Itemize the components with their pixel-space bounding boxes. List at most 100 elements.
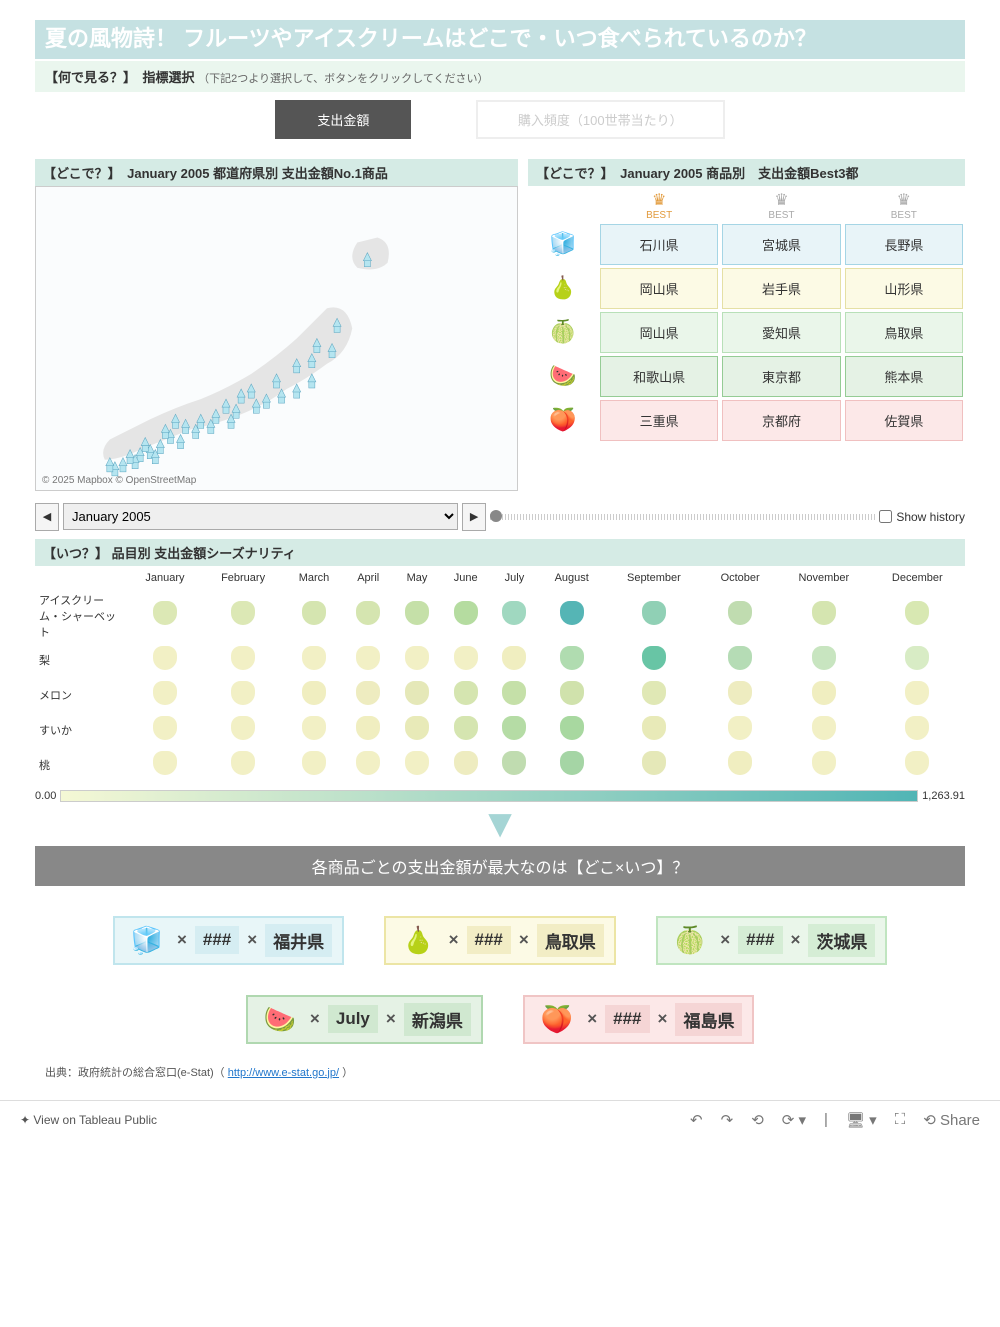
answer-card[interactable]: 🍈 ×### ×茨城県: [656, 916, 888, 965]
time-slider[interactable]: [490, 514, 875, 520]
season-cell[interactable]: [560, 646, 584, 670]
slider-knob[interactable]: [490, 510, 502, 522]
season-cell[interactable]: [560, 716, 584, 740]
undo-icon[interactable]: ↶: [690, 1111, 703, 1129]
season-cell[interactable]: [728, 646, 752, 670]
season-cell[interactable]: [356, 751, 380, 775]
prefecture-cell[interactable]: 山形県: [845, 268, 963, 309]
season-cell[interactable]: [905, 601, 929, 625]
redo-icon[interactable]: ↷: [721, 1111, 734, 1129]
season-cell[interactable]: [905, 716, 929, 740]
season-cell[interactable]: [560, 601, 584, 625]
season-cell[interactable]: [905, 681, 929, 705]
season-cell[interactable]: [356, 716, 380, 740]
season-cell[interactable]: [356, 681, 380, 705]
season-cell[interactable]: [405, 646, 429, 670]
prefecture-cell[interactable]: 愛知県: [722, 312, 840, 353]
season-cell[interactable]: [502, 646, 526, 670]
refresh-icon[interactable]: ⟳ ▾: [782, 1111, 806, 1129]
season-cell[interactable]: [728, 751, 752, 775]
season-cell[interactable]: [153, 681, 177, 705]
season-cell[interactable]: [405, 751, 429, 775]
prefecture-cell[interactable]: 岡山県: [600, 268, 718, 309]
season-cell[interactable]: [356, 601, 380, 625]
prefecture-cell[interactable]: 熊本県: [845, 356, 963, 397]
season-cell[interactable]: [231, 716, 255, 740]
season-cell[interactable]: [905, 646, 929, 670]
metric-spending-button[interactable]: 支出金額: [275, 100, 411, 139]
season-cell[interactable]: [153, 601, 177, 625]
season-cell[interactable]: [454, 646, 478, 670]
answer-card[interactable]: 🍉 ×July ×新潟県: [246, 995, 483, 1044]
season-cell[interactable]: [502, 601, 526, 625]
prefecture-cell[interactable]: 長野県: [845, 224, 963, 265]
season-cell[interactable]: [454, 716, 478, 740]
season-cell[interactable]: [642, 646, 666, 670]
season-cell[interactable]: [812, 751, 836, 775]
time-prev-button[interactable]: ◀: [35, 503, 59, 531]
device-icon[interactable]: 🖥 ▾: [846, 1111, 877, 1129]
season-cell[interactable]: [905, 751, 929, 775]
season-cell[interactable]: [560, 751, 584, 775]
revert-icon[interactable]: ⟲: [751, 1111, 764, 1129]
best3-row: 🍈岡山県愛知県鳥取県: [528, 312, 965, 353]
metric-frequency-button[interactable]: 購入頻度（100世帯当たり）: [476, 100, 725, 139]
season-cell[interactable]: [302, 751, 326, 775]
season-cell[interactable]: [356, 646, 380, 670]
share-button[interactable]: ⟲ Share: [923, 1111, 980, 1129]
season-cell[interactable]: [454, 601, 478, 625]
japan-map[interactable]: © 2025 Mapbox © OpenStreetMap: [35, 186, 518, 491]
item-label: メロン: [37, 679, 127, 712]
season-cell[interactable]: [405, 681, 429, 705]
prefecture-cell[interactable]: 和歌山県: [600, 356, 718, 397]
season-cell[interactable]: [812, 646, 836, 670]
season-cell[interactable]: [642, 601, 666, 625]
prefecture-cell[interactable]: 鳥取県: [845, 312, 963, 353]
season-cell[interactable]: [502, 716, 526, 740]
prefecture-cell[interactable]: 宮城県: [722, 224, 840, 265]
season-cell[interactable]: [231, 646, 255, 670]
source-link[interactable]: http://www.e-stat.go.jp/: [228, 1067, 339, 1079]
season-cell[interactable]: [812, 681, 836, 705]
season-cell[interactable]: [502, 681, 526, 705]
season-cell[interactable]: [454, 751, 478, 775]
season-cell[interactable]: [302, 681, 326, 705]
view-on-tableau-link[interactable]: ✦ View on Tableau Public: [20, 1113, 157, 1127]
season-cell[interactable]: [812, 601, 836, 625]
season-cell[interactable]: [302, 646, 326, 670]
season-cell[interactable]: [642, 681, 666, 705]
prefecture-cell[interactable]: 東京都: [722, 356, 840, 397]
prefecture-cell[interactable]: 岡山県: [600, 312, 718, 353]
time-select[interactable]: January 2005: [63, 503, 458, 530]
season-cell[interactable]: [502, 751, 526, 775]
prefecture-cell[interactable]: 佐賀県: [845, 400, 963, 441]
answer-card[interactable]: 🍐 ×### ×鳥取県: [384, 916, 616, 965]
season-cell[interactable]: [642, 751, 666, 775]
season-cell[interactable]: [302, 601, 326, 625]
season-cell[interactable]: [728, 716, 752, 740]
season-cell[interactable]: [231, 681, 255, 705]
season-cell[interactable]: [302, 716, 326, 740]
season-cell[interactable]: [560, 681, 584, 705]
answer-card[interactable]: 🧊 ×### ×福井県: [113, 916, 345, 965]
season-cell[interactable]: [642, 716, 666, 740]
prefecture-cell[interactable]: 岩手県: [722, 268, 840, 309]
season-cell[interactable]: [728, 681, 752, 705]
answer-card[interactable]: 🍑 ×### ×福島県: [523, 995, 755, 1044]
season-cell[interactable]: [728, 601, 752, 625]
season-cell[interactable]: [454, 681, 478, 705]
season-cell[interactable]: [405, 601, 429, 625]
season-cell[interactable]: [812, 716, 836, 740]
fullscreen-icon[interactable]: ⛶: [895, 1111, 906, 1128]
show-history-toggle[interactable]: Show history: [879, 510, 965, 524]
season-cell[interactable]: [231, 751, 255, 775]
prefecture-cell[interactable]: 三重県: [600, 400, 718, 441]
season-cell[interactable]: [231, 601, 255, 625]
prefecture-cell[interactable]: 京都府: [722, 400, 840, 441]
season-cell[interactable]: [153, 751, 177, 775]
prefecture-cell[interactable]: 石川県: [600, 224, 718, 265]
season-cell[interactable]: [153, 646, 177, 670]
season-cell[interactable]: [153, 716, 177, 740]
season-cell[interactable]: [405, 716, 429, 740]
time-next-button[interactable]: ▶: [462, 503, 486, 531]
